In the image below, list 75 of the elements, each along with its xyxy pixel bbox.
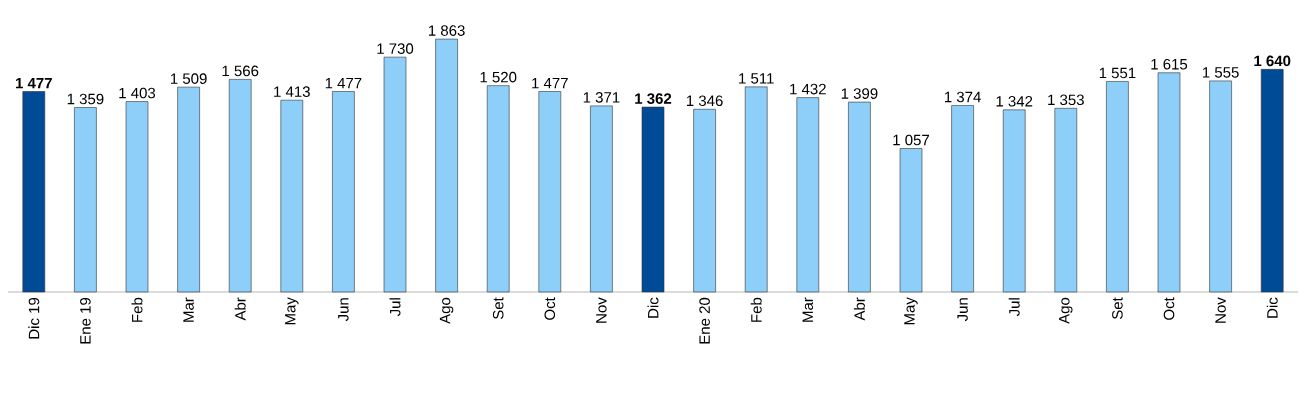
data-label: 1 403 — [119, 87, 156, 99]
data-label: 1 362 — [635, 93, 672, 104]
x-tick-label: Ago — [1059, 297, 1073, 324]
bar — [383, 56, 407, 293]
data-label: 1 520 — [480, 71, 517, 83]
x-tick-label: Feb — [750, 297, 762, 322]
x-tick-label: Nov — [1215, 297, 1226, 323]
bar — [796, 97, 820, 293]
bar — [1054, 108, 1078, 293]
data-label: 1 551 — [1099, 67, 1136, 79]
x-tick-label: Jul — [389, 298, 401, 317]
bar — [177, 86, 200, 293]
x-tick-label: Jul — [1008, 298, 1020, 317]
x-tick-label: Jun — [338, 298, 349, 322]
bar — [228, 79, 252, 293]
bar — [125, 101, 149, 293]
x-tick-label: Abr — [853, 297, 865, 321]
x-tick-label: Abr — [234, 297, 246, 321]
data-label: 1 730 — [377, 43, 414, 54]
data-label: 1 511 — [739, 73, 774, 84]
bar — [74, 107, 97, 293]
x-tick-label: Ene 19 — [80, 297, 91, 344]
data-label: 1 353 — [1048, 94, 1084, 106]
data-label: 1 057 — [893, 134, 929, 146]
data-label: 1 342 — [996, 96, 1033, 107]
bar — [22, 91, 46, 293]
data-label: 1 346 — [686, 95, 723, 107]
data-label: 1 640 — [1254, 55, 1291, 67]
x-tick-label: Set — [492, 297, 504, 320]
data-label: 1 555 — [1202, 67, 1239, 78]
bar — [280, 99, 304, 293]
data-label: 1 509 — [170, 73, 207, 84]
x-tick-label: Dic 19 — [28, 297, 40, 339]
data-label: 1 413 — [274, 86, 310, 97]
data-label: 1 863 — [428, 25, 465, 36]
x-tick-label: May — [285, 297, 299, 325]
bar — [435, 38, 458, 293]
data-label: 1 477 — [325, 77, 362, 89]
bar — [951, 105, 974, 293]
bar — [1002, 109, 1026, 293]
bar — [486, 85, 510, 293]
data-label: 1 371 — [583, 92, 620, 103]
bar — [1260, 69, 1284, 293]
x-tick-label: Ago — [439, 297, 454, 324]
x-tick-label: Dic — [647, 297, 659, 318]
bar — [538, 91, 562, 293]
x-tick-label: Mar — [802, 297, 814, 322]
bar — [1209, 80, 1232, 293]
bar — [744, 86, 768, 293]
bar — [1106, 81, 1129, 293]
data-label: 1 477 — [532, 77, 568, 89]
bar — [590, 105, 613, 293]
x-tick-label: Jun — [957, 298, 968, 322]
x-tick-label: Oct — [1163, 297, 1175, 320]
x-tick-label: Mar — [183, 297, 194, 322]
x-tick-label: Set — [1112, 297, 1123, 320]
data-label: 1 374 — [944, 91, 981, 103]
x-tick-label: Nov — [596, 297, 607, 323]
bar — [1157, 72, 1181, 293]
x-tick-label: Oct — [544, 297, 556, 320]
x-tick-label: Feb — [131, 297, 143, 322]
bar — [332, 91, 355, 293]
bar — [641, 106, 665, 293]
bar — [693, 108, 716, 293]
data-label: 1 432 — [790, 83, 826, 95]
x-tick-label: Dic — [1266, 297, 1278, 318]
x-tick-label: May — [904, 297, 918, 325]
data-label: 1 615 — [1151, 58, 1188, 70]
data-label: 1 477 — [15, 77, 52, 89]
data-label: 1 566 — [222, 65, 259, 77]
data-label: 1 359 — [67, 93, 104, 105]
x-tick-label: Ene 20 — [699, 297, 710, 344]
bar — [899, 148, 923, 293]
bar — [848, 101, 871, 293]
data-label: 1 399 — [841, 88, 878, 99]
